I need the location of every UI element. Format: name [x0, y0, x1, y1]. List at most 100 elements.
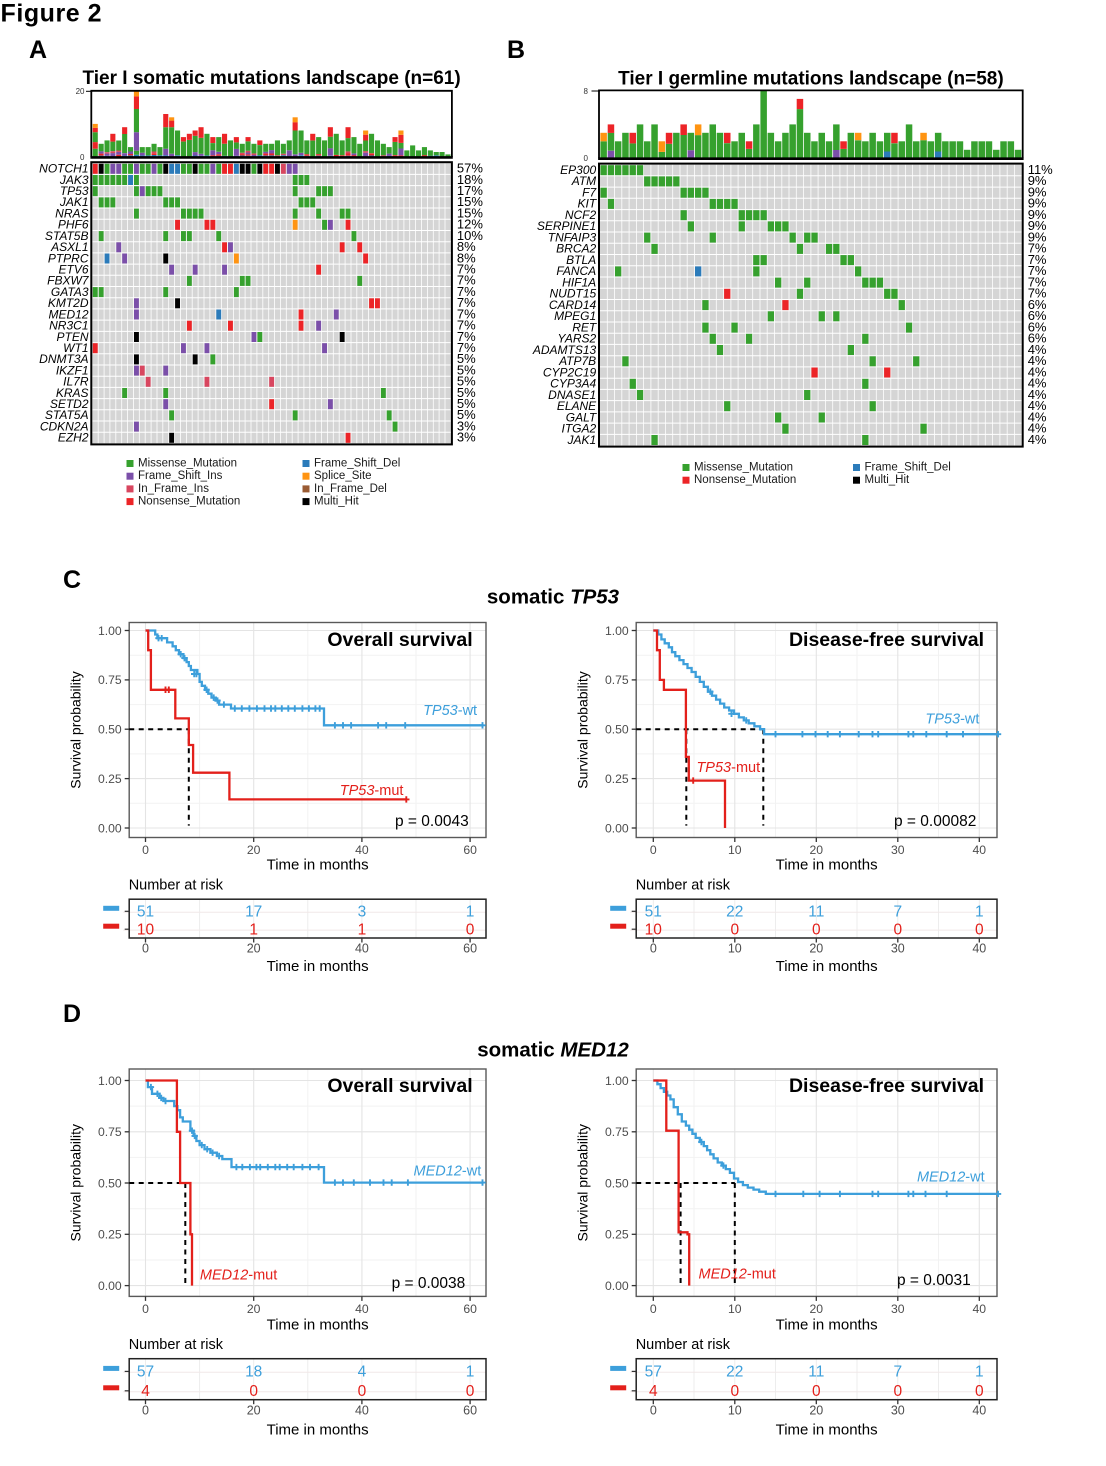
- svg-text:0: 0: [249, 1383, 258, 1400]
- svg-text:TNFAIP3: TNFAIP3: [548, 230, 597, 244]
- svg-text:1.00: 1.00: [605, 624, 629, 638]
- svg-text:3%: 3%: [457, 418, 476, 433]
- svg-text:D: D: [63, 1000, 81, 1028]
- svg-text:6%: 6%: [1028, 319, 1047, 334]
- svg-text:NR3C1: NR3C1: [49, 319, 88, 333]
- svg-text:RET: RET: [572, 320, 598, 334]
- svg-text:0: 0: [650, 942, 657, 956]
- svg-text:0: 0: [142, 1404, 149, 1418]
- svg-text:40: 40: [355, 1302, 369, 1316]
- svg-text:A: A: [29, 36, 47, 64]
- svg-text:TP53-mut: TP53-mut: [340, 783, 404, 799]
- svg-text:22: 22: [726, 904, 743, 921]
- svg-text:9%: 9%: [1028, 218, 1047, 233]
- svg-text:4: 4: [141, 1383, 150, 1400]
- svg-text:8%: 8%: [457, 250, 476, 265]
- svg-text:0: 0: [975, 1383, 984, 1400]
- svg-text:Missense_Mutation: Missense_Mutation: [138, 458, 237, 470]
- svg-text:57: 57: [137, 1364, 154, 1381]
- svg-text:0.00: 0.00: [98, 821, 122, 835]
- svg-text:5%: 5%: [457, 362, 476, 377]
- svg-text:DNMT3A: DNMT3A: [39, 352, 88, 366]
- svg-text:0.75: 0.75: [98, 1125, 122, 1139]
- svg-text:HIF1A: HIF1A: [562, 275, 596, 289]
- svg-text:18: 18: [245, 1364, 262, 1381]
- svg-text:In_Frame_Ins: In_Frame_Ins: [138, 483, 209, 495]
- svg-text:WT1: WT1: [63, 341, 88, 355]
- svg-text:JAK3: JAK3: [59, 173, 89, 187]
- svg-text:6%: 6%: [1028, 308, 1047, 323]
- svg-text:4%: 4%: [1028, 409, 1047, 424]
- svg-text:10: 10: [137, 921, 155, 938]
- svg-text:TP53: TP53: [60, 184, 89, 198]
- svg-text:7%: 7%: [457, 340, 476, 355]
- svg-text:4%: 4%: [1028, 376, 1047, 391]
- svg-text:0.25: 0.25: [98, 772, 122, 786]
- svg-text:p = 0.0043: p = 0.0043: [395, 813, 469, 830]
- svg-text:Survival probability: Survival probability: [575, 671, 591, 789]
- svg-text:Disease-free survival: Disease-free survival: [789, 1075, 984, 1097]
- svg-text:p = 0.00082: p = 0.00082: [894, 813, 976, 830]
- svg-text:7: 7: [893, 904, 902, 921]
- svg-text:B: B: [507, 36, 525, 64]
- svg-text:0.50: 0.50: [605, 723, 629, 737]
- svg-text:0.25: 0.25: [605, 1228, 629, 1242]
- svg-text:0: 0: [358, 1383, 367, 1400]
- svg-text:18%: 18%: [457, 172, 483, 187]
- svg-text:20: 20: [810, 1302, 824, 1316]
- svg-text:Time in months: Time in months: [267, 857, 369, 874]
- svg-text:10: 10: [645, 921, 663, 938]
- svg-text:Time in months: Time in months: [267, 1317, 369, 1334]
- svg-text:0: 0: [975, 921, 984, 938]
- svg-text:p = 0.0031: p = 0.0031: [897, 1272, 971, 1289]
- svg-text:5%: 5%: [457, 351, 476, 366]
- svg-text:0: 0: [142, 1302, 149, 1316]
- svg-text:30: 30: [891, 1404, 905, 1418]
- svg-text:4: 4: [649, 1383, 658, 1400]
- svg-text:40: 40: [972, 942, 986, 956]
- svg-text:7%: 7%: [457, 273, 476, 288]
- svg-text:CARD14: CARD14: [549, 298, 597, 312]
- svg-text:7%: 7%: [1028, 252, 1047, 267]
- svg-text:7%: 7%: [457, 329, 476, 344]
- svg-text:1: 1: [466, 904, 475, 921]
- svg-text:Figure 2: Figure 2: [1, 0, 103, 28]
- svg-text:ETV6: ETV6: [58, 263, 88, 277]
- svg-text:40: 40: [355, 1404, 369, 1418]
- svg-text:NOTCH1: NOTCH1: [39, 162, 88, 176]
- svg-text:IL7R: IL7R: [63, 375, 89, 389]
- svg-text:Overall survival: Overall survival: [327, 1075, 472, 1097]
- svg-text:MED12: MED12: [48, 307, 88, 321]
- svg-text:Time in months: Time in months: [776, 1317, 878, 1334]
- svg-text:SETD2: SETD2: [50, 397, 89, 411]
- svg-text:1.00: 1.00: [605, 1074, 629, 1088]
- svg-text:ATP7B: ATP7B: [558, 354, 596, 368]
- svg-text:20: 20: [247, 1404, 261, 1418]
- svg-text:30: 30: [891, 1302, 905, 1316]
- svg-text:40: 40: [355, 942, 369, 956]
- svg-text:BRCA2: BRCA2: [556, 242, 596, 256]
- svg-text:3%: 3%: [457, 430, 476, 445]
- svg-text:1: 1: [975, 1364, 984, 1381]
- svg-text:Time in months: Time in months: [267, 958, 369, 975]
- svg-text:Frame_Shift_Del: Frame_Shift_Del: [314, 458, 400, 470]
- svg-text:0.75: 0.75: [605, 1125, 629, 1139]
- svg-text:0: 0: [466, 921, 475, 938]
- svg-text:7%: 7%: [457, 262, 476, 277]
- svg-text:MPEG1: MPEG1: [554, 309, 596, 323]
- svg-text:JAK1: JAK1: [567, 433, 597, 447]
- svg-text:7%: 7%: [1028, 241, 1047, 256]
- svg-text:20: 20: [247, 1302, 261, 1316]
- svg-text:KIT: KIT: [578, 197, 598, 211]
- svg-text:0: 0: [650, 1302, 657, 1316]
- svg-text:Disease-free survival: Disease-free survival: [789, 629, 984, 651]
- svg-text:BTLA: BTLA: [566, 253, 596, 267]
- svg-text:7%: 7%: [1028, 286, 1047, 301]
- svg-text:3: 3: [358, 904, 367, 921]
- svg-text:51: 51: [137, 904, 154, 921]
- svg-text:0: 0: [650, 843, 657, 857]
- svg-text:8: 8: [584, 87, 589, 96]
- svg-text:9%: 9%: [1028, 229, 1047, 244]
- svg-text:4%: 4%: [1028, 432, 1047, 447]
- svg-text:7: 7: [893, 1364, 902, 1381]
